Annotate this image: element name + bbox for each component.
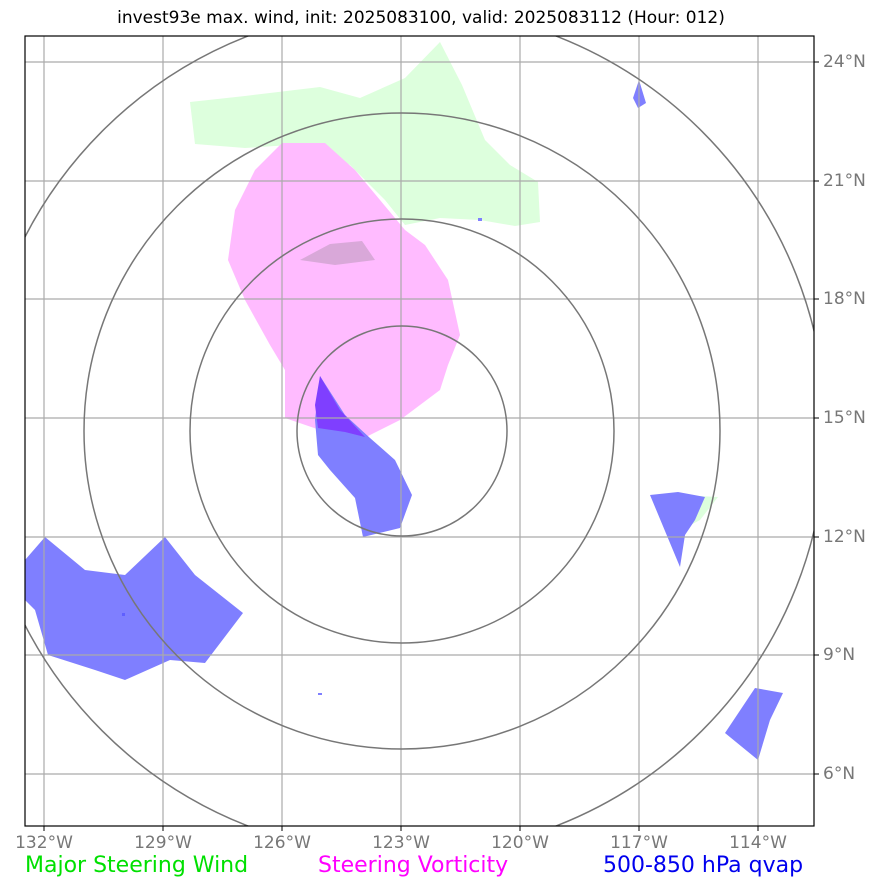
map-title: invest93e max. wind, init: 2025083100, v… — [117, 8, 725, 28]
lon-label: 123°W — [372, 833, 430, 853]
plot-frame — [24, 35, 815, 827]
axis-ticks — [43, 61, 819, 831]
qvap-speck — [318, 693, 322, 695]
lat-label: 9°N — [823, 645, 856, 665]
legend-steering-vorticity: Steering Vorticity — [318, 853, 509, 878]
range-rings — [25, 36, 814, 826]
vorticity-inner-patch — [300, 241, 375, 265]
steering-wind-area — [190, 42, 540, 226]
qvap-area — [725, 688, 783, 760]
lat-label: 6°N — [823, 764, 856, 784]
steering-vorticity-area — [228, 143, 460, 440]
lon-label: 129°W — [134, 833, 192, 853]
legend-steering-wind: Major Steering Wind — [25, 853, 249, 878]
lon-label: 114°W — [729, 833, 787, 853]
lat-label: 15°N — [823, 408, 866, 428]
legend-qvap: 500-850 hPa qvap — [603, 853, 804, 878]
lon-label: 117°W — [610, 833, 668, 853]
lon-label: 126°W — [253, 833, 311, 853]
lon-label: 132°W — [15, 833, 73, 853]
qvap-area — [650, 492, 705, 567]
qvap-area — [315, 376, 365, 437]
lon-label: 120°W — [491, 833, 549, 853]
lat-lon-gridlines — [25, 36, 814, 826]
qvap-area — [25, 537, 243, 680]
qvap-speck — [478, 218, 482, 221]
lat-label: 21°N — [823, 171, 866, 191]
lat-label: 24°N — [823, 52, 866, 72]
lat-label: 12°N — [823, 527, 866, 547]
qvap-speck — [122, 613, 125, 616]
lat-label: 18°N — [823, 289, 866, 309]
